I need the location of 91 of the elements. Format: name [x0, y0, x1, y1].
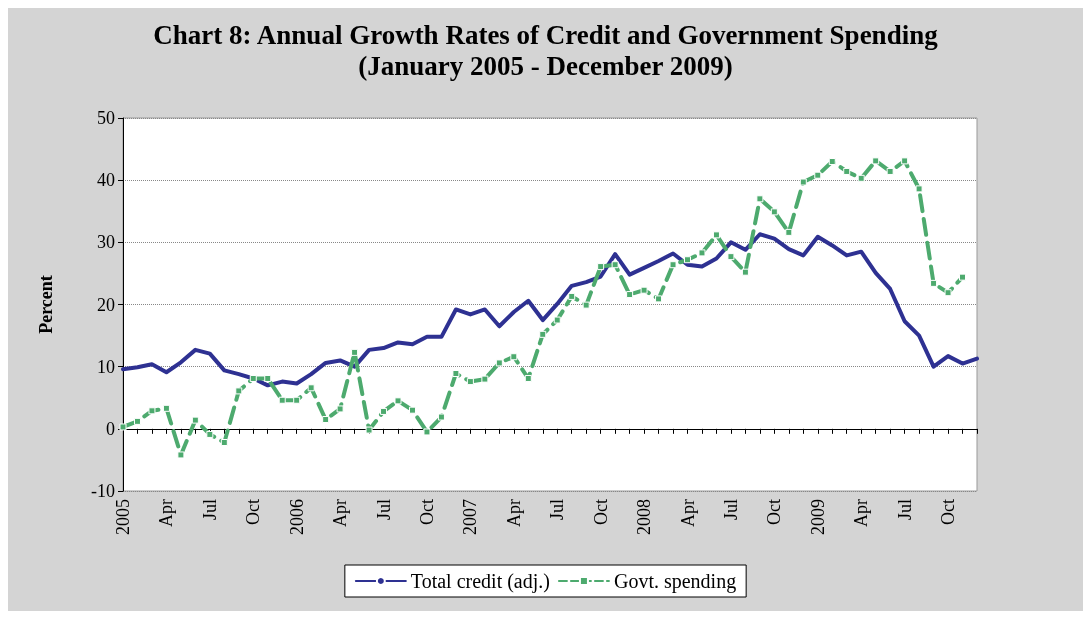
x-tick-label: Oct [590, 499, 611, 525]
point [553, 316, 561, 324]
y-tick-label: 20 [97, 294, 115, 315]
point [394, 397, 402, 405]
point [249, 374, 257, 382]
x-tick-label: Oct [764, 499, 785, 525]
point [698, 249, 706, 257]
point [351, 348, 359, 356]
point [466, 378, 474, 386]
point [611, 261, 619, 269]
x-tick-label: Apr [156, 499, 177, 527]
point [495, 359, 503, 367]
point [944, 289, 952, 297]
point [278, 396, 286, 404]
point [437, 413, 445, 421]
line-series [121, 232, 979, 388]
point [640, 286, 648, 294]
point [307, 384, 315, 392]
x-tick-label: Apr [677, 499, 698, 527]
point [481, 375, 489, 383]
chart-title: Chart 8: Annual Growth Rates of Credit and Government Spending [153, 19, 939, 50]
point [423, 428, 431, 436]
point [191, 416, 199, 424]
point [756, 195, 764, 203]
point [206, 430, 214, 438]
point [148, 407, 156, 415]
point [626, 291, 634, 299]
point [582, 301, 590, 309]
y-tick-label: 40 [97, 170, 115, 191]
x-tick-label: 2007 [460, 499, 481, 535]
point [133, 417, 141, 425]
y-axis-title: Percent [36, 275, 56, 334]
point [220, 439, 228, 447]
point [380, 407, 388, 415]
point [162, 404, 170, 412]
y-tick-label: 0 [106, 418, 115, 439]
point [770, 208, 778, 216]
point [510, 353, 518, 361]
point [293, 396, 301, 404]
x-tick-label: Jul [199, 499, 220, 521]
point [727, 253, 735, 261]
x-tick-label: 2009 [807, 499, 828, 535]
point [365, 426, 373, 434]
point [785, 228, 793, 236]
point [235, 387, 243, 395]
point [828, 158, 836, 166]
point [930, 279, 938, 287]
point [524, 374, 532, 382]
point [264, 374, 272, 382]
x-tick-label: Oct [938, 499, 959, 525]
x-tick-label: Jul [373, 499, 394, 521]
point [843, 167, 851, 175]
x-tick-label: 2006 [286, 499, 307, 535]
point [336, 405, 344, 413]
x-tick-label: Apr [503, 499, 524, 527]
x-tick-label: Apr [330, 499, 351, 527]
point [712, 231, 720, 239]
legend-label: Govt. spending [613, 570, 737, 593]
y-tick-label: -10 [91, 481, 115, 501]
point [597, 263, 605, 271]
x-tick-label: Jul [547, 499, 568, 521]
point [886, 167, 894, 175]
point [684, 256, 692, 264]
x-tick-label: 2008 [634, 499, 655, 535]
point [322, 416, 330, 424]
y-tick-label: 50 [97, 108, 115, 128]
y-tick-label: 10 [97, 356, 115, 377]
point [799, 178, 807, 186]
chart-subtitle: (January 2005 - December 2009) [358, 50, 733, 81]
point [959, 273, 967, 281]
point [901, 157, 909, 165]
y-tick-label: 30 [97, 232, 115, 253]
x-tick-label: Jul [894, 499, 915, 521]
x-tick-label: Oct [243, 499, 264, 525]
point [452, 370, 460, 378]
point [741, 268, 749, 276]
x-tick-label: Jul [720, 499, 741, 521]
point [539, 330, 547, 338]
point [872, 157, 880, 165]
point [669, 261, 677, 269]
point [857, 174, 865, 182]
x-tick-label: Apr [851, 499, 872, 527]
point [568, 292, 576, 300]
x-tick-label: Oct [416, 499, 437, 525]
point [655, 295, 663, 303]
point [177, 451, 185, 459]
x-tick-label: 2005 [113, 499, 133, 535]
legend-label: Total credit (adj.) [410, 570, 550, 593]
point [814, 171, 822, 179]
point [408, 406, 416, 414]
point [915, 185, 923, 193]
